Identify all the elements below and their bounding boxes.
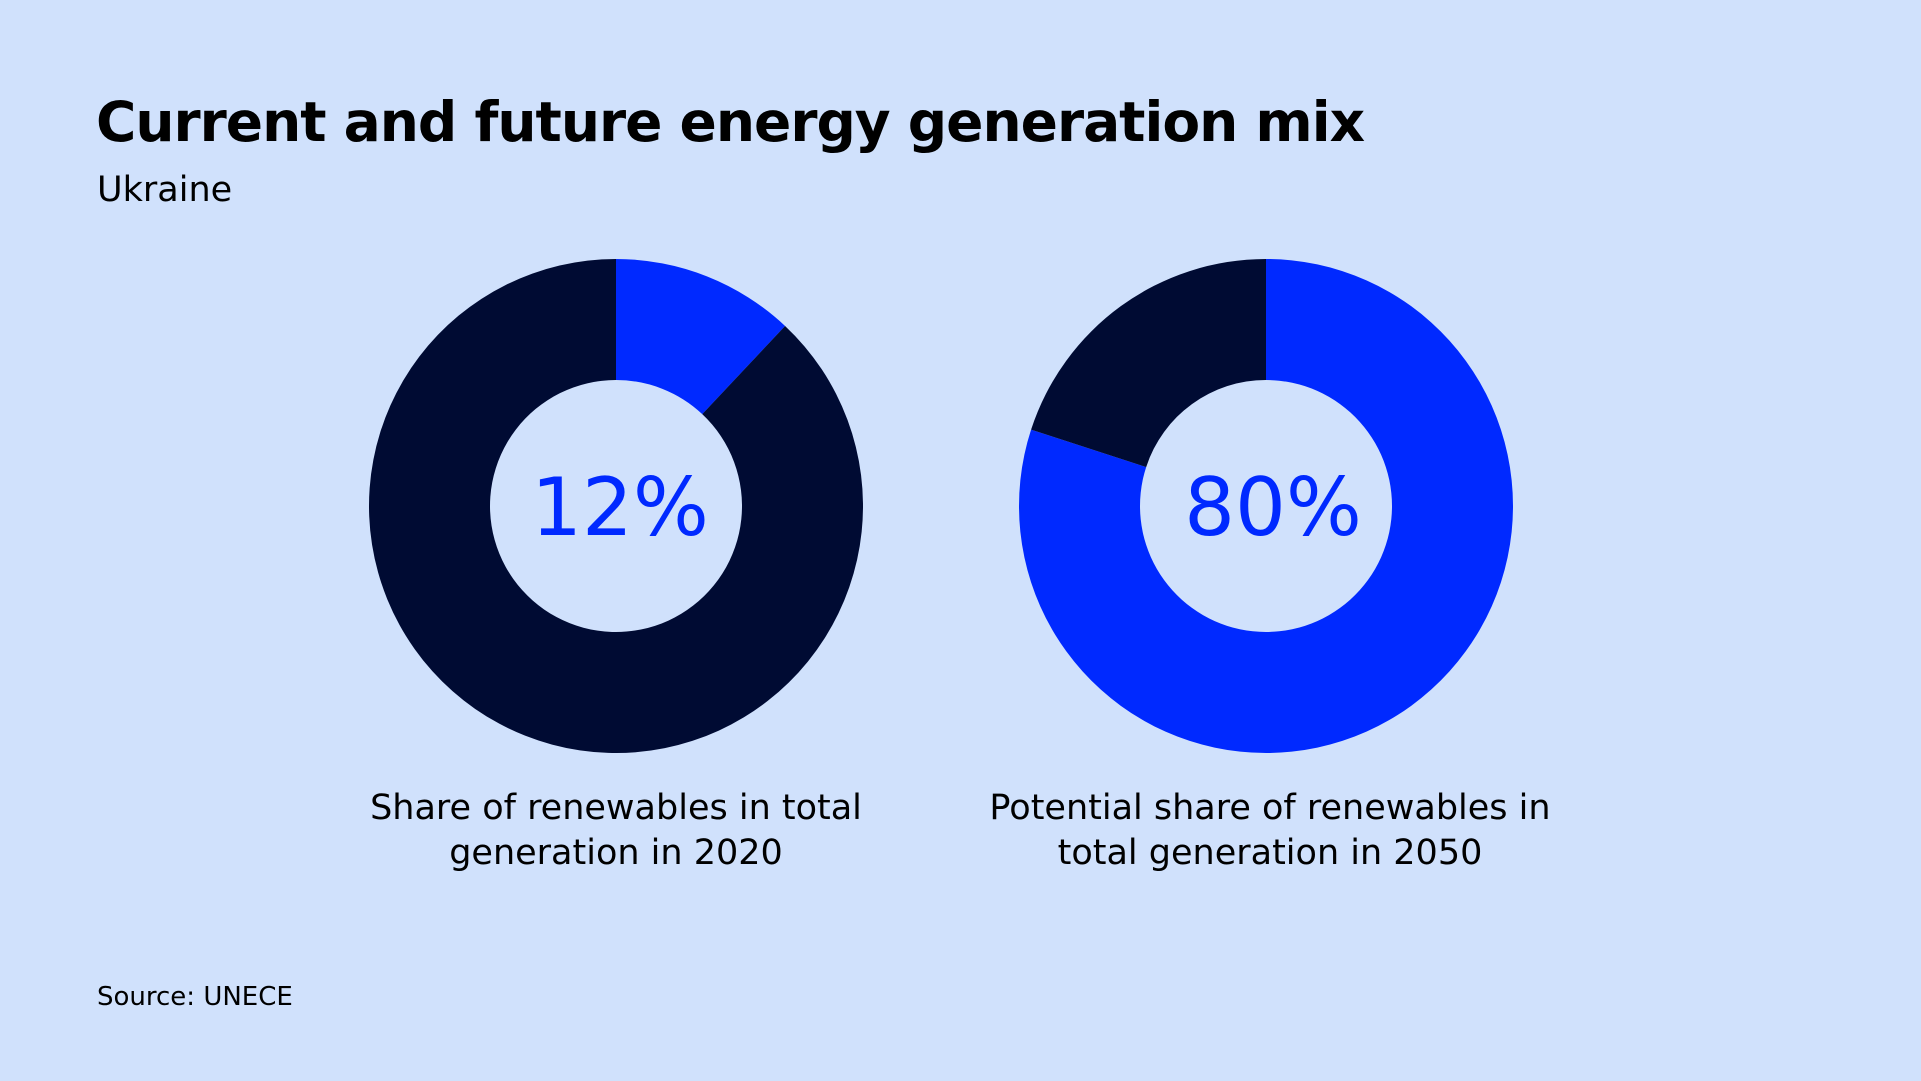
slice-other [1031,259,1266,468]
donut-2020 [368,259,863,753]
center-label-2050: 80% [1184,461,1362,554]
source-note: Source: UNECE [97,982,293,1012]
caption-2020: Share of renewables in total generation … [370,788,862,873]
caption-2050: Potential share of renewables in total g… [989,788,1551,873]
donut-2050 [1018,259,1513,753]
slice-other [368,259,863,753]
center-label-2020: 12% [531,461,709,554]
chart-title: Current and future energy generation mix [96,90,1365,154]
slice-renewables [1018,259,1513,753]
slice-renewables [616,259,786,415]
chart-subtitle: Ukraine [97,170,233,210]
